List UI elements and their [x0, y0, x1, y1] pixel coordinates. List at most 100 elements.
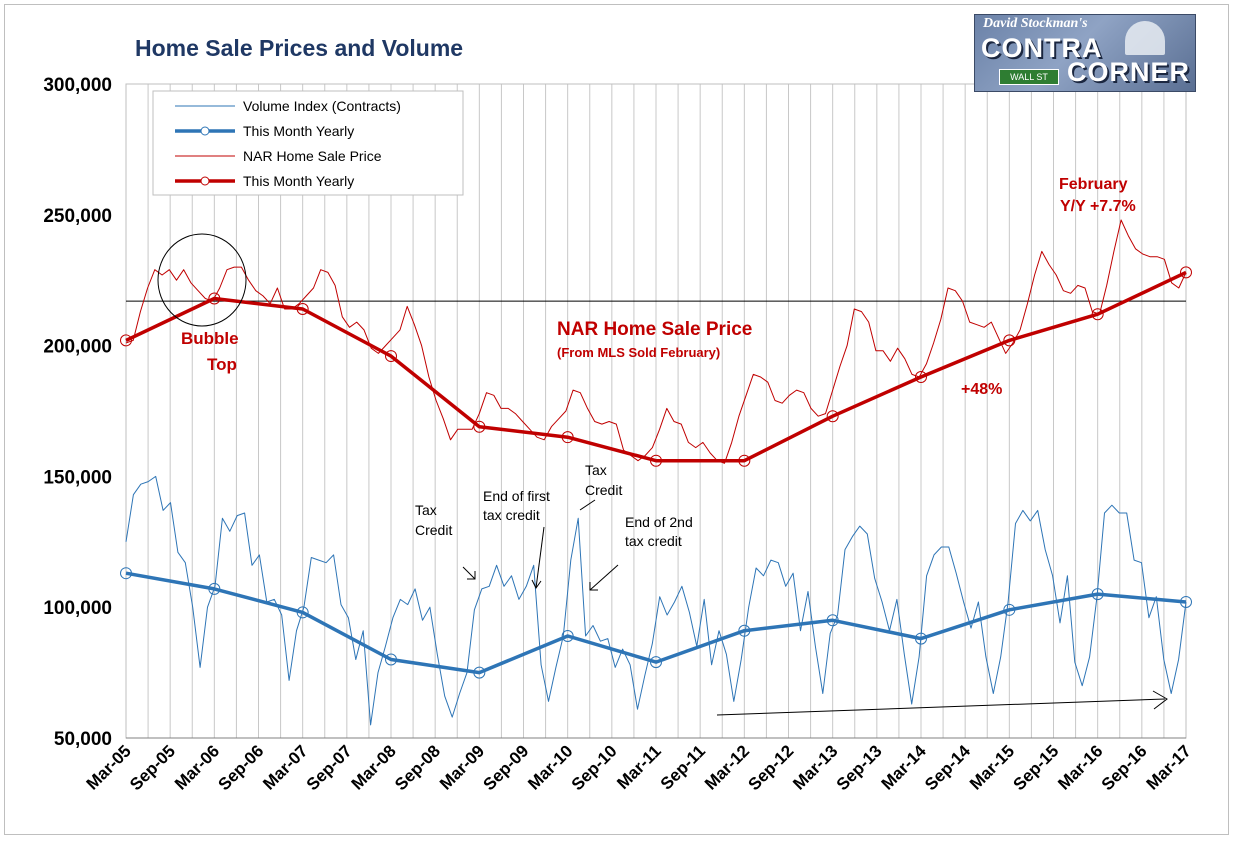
- annotation-end1-b: tax credit: [483, 507, 540, 523]
- series-point: [738, 454, 751, 467]
- series-point: [120, 334, 132, 347]
- series-point: [561, 431, 574, 444]
- x-tick-label: Mar-10: [524, 741, 576, 793]
- series-point: [1180, 266, 1192, 279]
- bubble-circle: [157, 233, 247, 327]
- x-tick-label: Mar-12: [701, 741, 753, 793]
- series-point: [826, 410, 839, 423]
- series-line: [125, 571, 1187, 675]
- annotation-top: Top: [207, 355, 237, 374]
- annotation-arrows: [462, 499, 1168, 716]
- legend-label-volume: Volume Index (Contracts): [243, 98, 401, 114]
- legend-label-price: NAR Home Sale Price: [243, 148, 382, 164]
- series-point: [385, 653, 397, 666]
- annotation-nar-title: NAR Home Sale Price: [557, 319, 752, 340]
- series-line: [125, 219, 1187, 464]
- x-tick-label: Mar-11: [613, 741, 665, 793]
- series-point: [561, 629, 574, 642]
- x-tick-label: Sep-15: [1009, 741, 1062, 794]
- x-tick-label: Mar-16: [1054, 741, 1106, 793]
- arrow-tax-1: [462, 566, 476, 580]
- y-tick-label: 50,000: [54, 729, 112, 750]
- series-point: [915, 632, 927, 645]
- y-tick-label: 100,000: [43, 598, 112, 619]
- x-tick-label: Mar-06: [171, 741, 223, 793]
- series-point: [915, 370, 927, 383]
- arrowhead-end-1: [531, 579, 542, 589]
- logo-line-3: CORNER: [1067, 57, 1191, 87]
- logo-line-2: CONTRA: [981, 33, 1103, 63]
- x-tick-label: Mar-15: [966, 741, 1018, 793]
- annotation-tax-1b: Credit: [415, 522, 452, 538]
- annotation-pct: +48%: [961, 381, 1002, 398]
- arrow-end-2: [589, 564, 619, 591]
- capitol-dome-icon: [1125, 21, 1165, 55]
- series-point: [473, 666, 486, 679]
- y-axis-ticks: 300,000 250,000 200,000 150,000 100,000 50,00…: [43, 75, 112, 750]
- annotation-end2-b: tax credit: [625, 533, 682, 549]
- series-point: [1003, 603, 1016, 616]
- x-tick-label: Mar-17: [1143, 741, 1195, 793]
- trend-arrowhead: [1152, 690, 1168, 710]
- series-point: [1091, 308, 1104, 321]
- y-tick-label: 150,000: [43, 467, 112, 488]
- y-tick-label: 200,000: [43, 337, 112, 358]
- series-point: [650, 656, 662, 669]
- series-point: [1091, 588, 1104, 601]
- y-tick-label: 250,000: [43, 206, 112, 227]
- wall-street-sign: WALL ST: [999, 69, 1059, 85]
- series-point: [650, 454, 662, 467]
- contra-corner-logo: David Stockman's CONTRA CORNER WALL ST: [974, 14, 1196, 92]
- annotation-tax-2b: Credit: [585, 482, 622, 498]
- series-point: [296, 606, 309, 619]
- x-tick-label: Sep-14: [921, 741, 974, 794]
- series-point: [120, 567, 132, 580]
- series-2: [125, 219, 1187, 464]
- annotation-tax-1a: Tax: [415, 502, 437, 518]
- x-tick-label: Sep-06: [214, 741, 267, 794]
- series-point: [385, 350, 397, 363]
- x-tick-label: Sep-10: [568, 741, 621, 794]
- x-tick-label: Mar-08: [348, 741, 400, 793]
- x-tick-label: Mar-09: [436, 741, 488, 793]
- annotation-tax-2a: Tax: [585, 462, 607, 478]
- x-tick-label: Mar-13: [789, 741, 841, 793]
- chart-title: Home Sale Prices and Volume: [135, 35, 463, 61]
- x-tick-label: Sep-13: [833, 741, 886, 794]
- x-tick-label: Sep-07: [303, 741, 356, 794]
- legend-label-volume-yearly: This Month Yearly: [243, 123, 354, 139]
- x-tick-label: Sep-12: [744, 741, 797, 794]
- annotation-nar-sub: (From MLS Sold February): [557, 345, 720, 360]
- arrowhead-tax-1: [467, 571, 476, 580]
- annotation-yoy: Y/Y +7.7%: [1060, 198, 1136, 215]
- trend-arrow: [716, 698, 1166, 716]
- series-3: [120, 266, 1192, 467]
- annotation-end2-a: End of 2nd: [625, 514, 693, 530]
- logo-line-1: David Stockman's: [983, 16, 1088, 31]
- annotation-february: February: [1059, 176, 1128, 193]
- annotation-end1-a: End of first: [483, 488, 550, 504]
- legend-marker-volume-yearly: [200, 126, 210, 136]
- series-point: [738, 624, 751, 637]
- annotation-bubble: Bubble: [181, 329, 239, 348]
- legend-marker-price-yearly: [200, 176, 210, 186]
- x-tick-label: Sep-16: [1098, 741, 1151, 794]
- series-layer: [120, 219, 1192, 726]
- x-tick-label: Sep-11: [657, 741, 709, 793]
- legend-label-price-yearly: This Month Yearly: [243, 173, 354, 189]
- series-point: [1180, 595, 1192, 608]
- x-axis-ticks: Mar-05Sep-05Mar-06Sep-06Mar-07Sep-07Mar-…: [83, 741, 1195, 794]
- arrow-tax-2: [579, 499, 596, 511]
- x-tick-label: Mar-14: [878, 741, 931, 794]
- series-line: [125, 270, 1187, 463]
- x-tick-label: Sep-08: [391, 741, 444, 794]
- legend: Volume Index (Contracts) This Month Year…: [152, 90, 464, 196]
- series-point: [296, 302, 309, 315]
- series-point: [208, 292, 221, 305]
- y-tick-label: 300,000: [43, 75, 112, 96]
- series-point: [208, 582, 221, 595]
- x-tick-label: Sep-05: [126, 741, 179, 794]
- arrow-end-1: [535, 526, 545, 589]
- series-1: [120, 567, 1192, 679]
- x-tick-label: Sep-09: [479, 741, 532, 794]
